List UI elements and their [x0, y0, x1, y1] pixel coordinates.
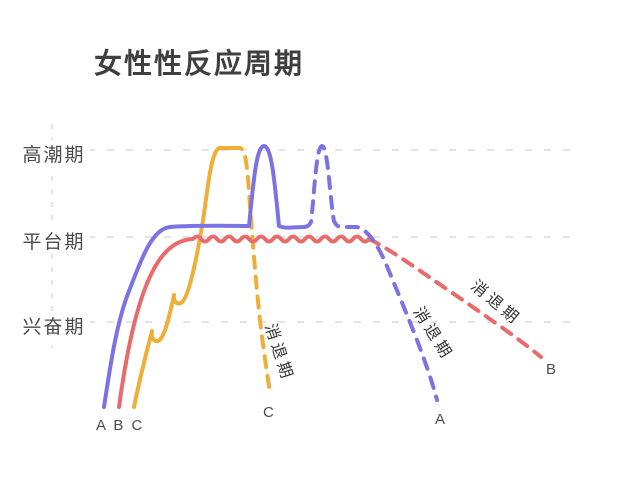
curve-b-solid [117, 234, 371, 409]
y-axis-label-plateau: 平台期 [18, 227, 90, 254]
curve-c-end-letter: C [263, 404, 274, 421]
curve-a-end-letter: A [435, 411, 446, 428]
y-axis-label-excitement: 兴奋期 [18, 312, 90, 339]
curve-b-end-letter: B [546, 361, 557, 378]
curve-start-letters: A B C [96, 417, 145, 434]
y-axis-label-orgasm: 高潮期 [18, 140, 90, 167]
page-title: 女性性反应周期 [94, 48, 305, 79]
curve-a-solid [102, 144, 305, 409]
curve-c-resolution-dashed [229, 146, 272, 394]
curve-a-resolution-dashed [301, 144, 439, 402]
curve-b [117, 234, 543, 409]
curve-c-solid [132, 146, 233, 409]
curve-b-resolution-dashed [367, 237, 543, 359]
curve-c [132, 146, 272, 409]
curve-a [102, 144, 439, 409]
